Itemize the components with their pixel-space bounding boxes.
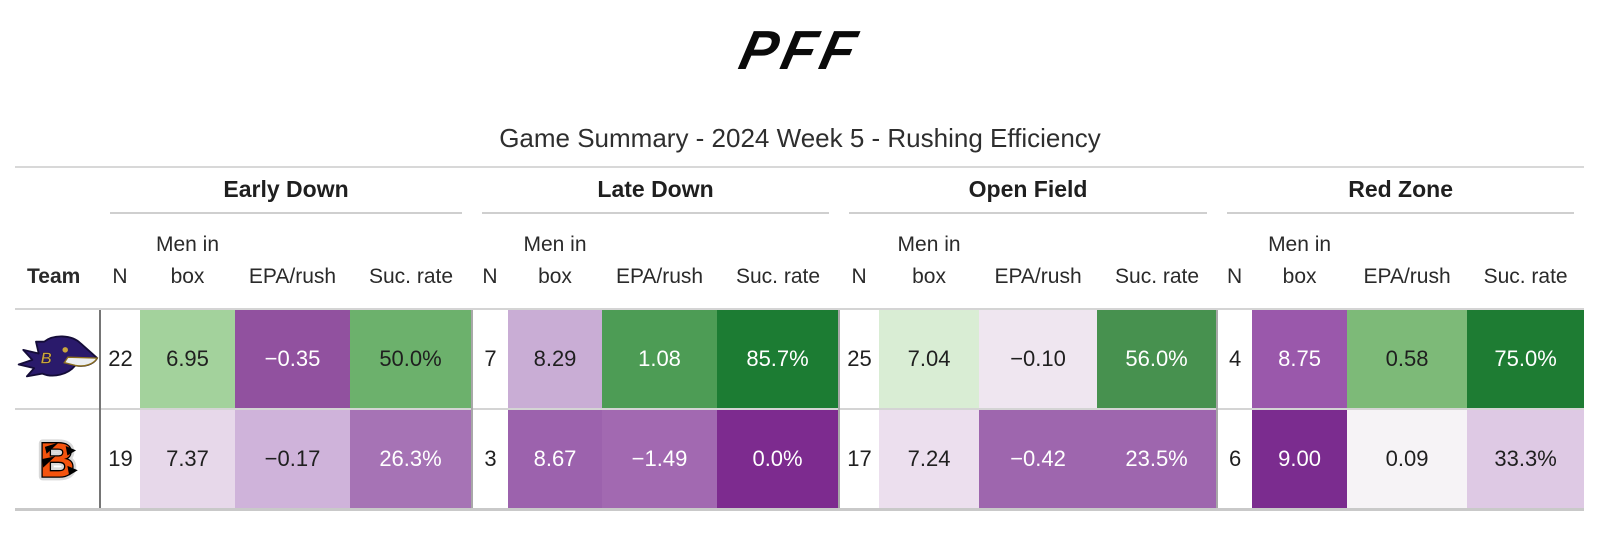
men-in-box-cell: 7.24 [879,408,980,511]
men-in-box-cell: 8.75 [1252,308,1348,409]
n-cell: 4 [1216,308,1253,409]
group-header-red-zone: Red Zone [1217,166,1585,214]
col-header-epa-rush: EPA/rush [994,265,1082,288]
epa-rush-cell: −0.35 [235,308,350,409]
col-header-n: N [851,265,867,288]
n-cell: 25 [838,308,880,409]
men-in-box-cell: 9.00 [1252,408,1348,511]
group-header-open-field: Open Field [839,166,1218,214]
col-header-suc-rate: Suc. rate [1115,265,1200,288]
epa-rush-cell: −0.10 [979,308,1098,409]
epa-rush-cell: 0.09 [1347,408,1468,511]
suc-rate-cell: 50.0% [350,308,473,409]
n-cell: 22 [99,308,140,409]
men-in-box-cell: 8.67 [508,408,603,511]
col-header-epa-rush: EPA/rush [248,265,337,288]
col-header-n: N [112,265,128,288]
group-header-late-down: Late Down [472,166,840,214]
suc-rate-cell: 23.5% [1097,408,1218,511]
epa-rush-cell: −1.49 [602,408,718,511]
epa-rush-cell: −0.42 [979,408,1098,511]
column-header-row: Team N Men in box EPA/rush Suc. rate N M… [15,214,1584,309]
suc-rate-cell: 33.3% [1467,408,1585,511]
pff-logo-text: PFF [733,18,867,81]
col-header-epa-rush: EPA/rush [615,265,704,288]
n-cell: 19 [99,408,140,511]
col-header-suc-rate: Suc. rate [736,265,821,288]
epa-rush-cell: 1.08 [602,308,718,409]
team-row-bengals: B B 19 7.37 −0.17 26.3% 3 8.67 −1.49 0.0% 17 7.24 −0… [15,408,1585,511]
col-header-men-in-box: Men in box [155,233,220,288]
col-header-men-in-box: Men in box [897,233,961,288]
epa-rush-cell: 0.58 [1347,308,1468,409]
table-container: Early Down Late Down Open Field Red Zone… [15,166,1585,511]
rushing-efficiency-table: Early Down Late Down Open Field Red Zone… [15,166,1585,511]
epa-rush-cell: −0.17 [235,408,350,511]
n-cell: 3 [471,408,509,511]
team-column-header: Team [27,265,81,288]
col-header-epa-rush: EPA/rush [1363,265,1451,288]
svg-text:B: B [41,351,52,368]
team-cell: B [15,308,100,409]
n-cell: 6 [1216,408,1253,511]
group-label: Red Zone [1227,176,1575,214]
team-row-ravens: B 22 6.95 −0.35 50.0% 7 8.29 1.08 85.7% 25 7.04 −0.… [15,308,1585,409]
col-header-n: N [1226,265,1243,288]
ravens-logo: B [15,310,99,408]
team-header-spacer [15,166,100,214]
group-header-early-down: Early Down [100,166,473,214]
col-header-men-in-box: Men in box [1268,233,1332,288]
col-header-men-in-box: Men in box [523,233,587,288]
n-cell: 7 [471,308,509,409]
suc-rate-cell: 56.0% [1097,308,1218,409]
suc-rate-cell: 0.0% [717,408,840,511]
col-header-n: N [482,265,498,288]
col-header-suc-rate: Suc. rate [368,265,454,288]
suc-rate-cell: 26.3% [350,408,473,511]
group-label: Early Down [110,176,463,214]
suc-rate-cell: 75.0% [1467,308,1585,409]
table-body: B 22 6.95 −0.35 50.0% 7 8.29 1.08 85.7% 25 7.04 −0.… [15,308,1585,511]
pff-logo: PFF [0,18,1600,82]
men-in-box-cell: 8.29 [508,308,603,409]
n-cell: 17 [838,408,880,511]
men-in-box-cell: 6.95 [140,308,235,409]
group-label: Open Field [849,176,1208,214]
men-in-box-cell: 7.04 [879,308,980,409]
suc-rate-cell: 85.7% [717,308,840,409]
men-in-box-cell: 7.37 [140,408,235,511]
group-label: Late Down [482,176,830,214]
group-header-row: Early Down Late Down Open Field Red Zone [15,166,1585,214]
page-title: Game Summary - 2024 Week 5 - Rushing Eff… [499,123,1101,153]
col-header-suc-rate: Suc. rate [1483,265,1568,288]
